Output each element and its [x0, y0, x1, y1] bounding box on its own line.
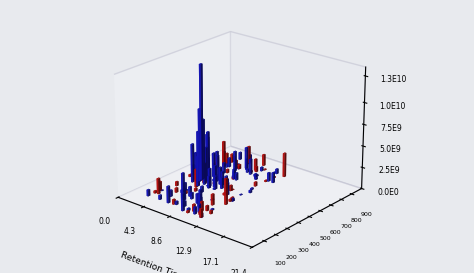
X-axis label: Retention Time: Retention Time [119, 250, 187, 273]
